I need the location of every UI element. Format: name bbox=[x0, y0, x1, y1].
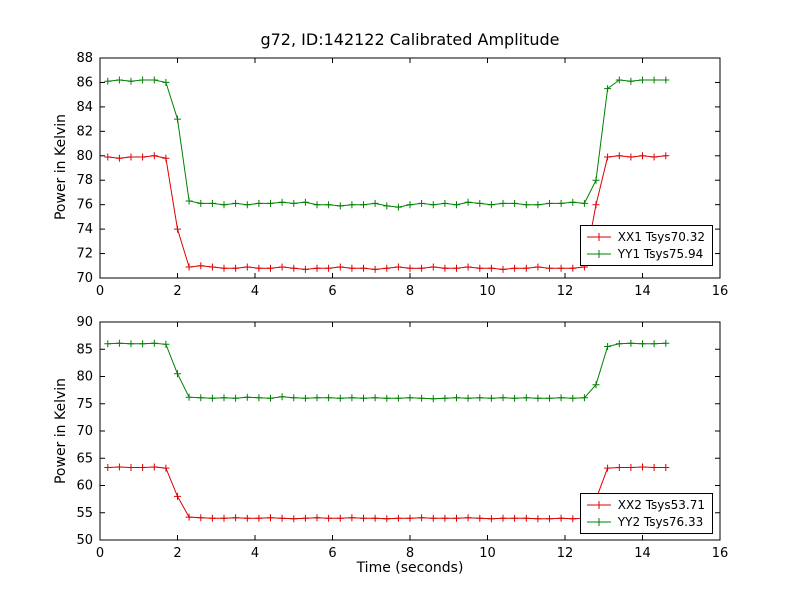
y-tick-label: 70 bbox=[76, 424, 93, 439]
x-tick-label: 16 bbox=[712, 546, 729, 561]
tick-labels: 0 2 4 6 8 10 12 14 16 50 55 60 65 70 75 80 85 90 bbox=[76, 315, 728, 561]
y-tick-label: 70 bbox=[76, 271, 93, 286]
legend-line-sample bbox=[586, 250, 611, 258]
legend-line-sample bbox=[586, 501, 611, 509]
y-tick-label: 75 bbox=[76, 397, 93, 412]
bottom-subplot: 0 2 4 6 8 10 12 14 16 50 55 60 65 70 75 80 85 90 bbox=[76, 315, 728, 561]
axis-ticks bbox=[99, 57, 721, 279]
axis-ticks bbox=[99, 321, 721, 541]
x-tick-label: 0 bbox=[96, 546, 104, 561]
x-tick-label: 4 bbox=[251, 546, 259, 561]
legend-entry: YY2 Tsys76.33 bbox=[586, 515, 705, 529]
y-tick-label: 65 bbox=[76, 451, 93, 466]
y-tick-label: 80 bbox=[76, 149, 93, 164]
legend-line-sample bbox=[586, 233, 611, 241]
x-tick-label: 12 bbox=[557, 284, 574, 299]
x-tick-label: 10 bbox=[479, 284, 496, 299]
x-tick-label: 6 bbox=[328, 284, 336, 299]
y-tick-label: 74 bbox=[76, 222, 93, 237]
legend-top: XX1 Tsys70.32 YY1 Tsys75.94 bbox=[579, 225, 713, 266]
legend-label: YY2 Tsys76.33 bbox=[617, 515, 704, 529]
legend-entry: YY1 Tsys75.94 bbox=[586, 247, 705, 261]
series-line bbox=[107, 79, 666, 208]
x-tick-label: 4 bbox=[251, 284, 259, 299]
x-tick-label: 14 bbox=[634, 546, 651, 561]
tick-labels: 0 2 4 6 8 10 12 14 16 70 72 74 76 78 80 82 84 86 88 bbox=[76, 51, 728, 299]
y-tick-label: 80 bbox=[76, 370, 93, 385]
x-tick-label: 2 bbox=[173, 284, 181, 299]
x-tick-label: 16 bbox=[712, 284, 729, 299]
y-tick-label: 60 bbox=[76, 479, 93, 494]
x-tick-label: 2 bbox=[173, 546, 181, 561]
series-markers bbox=[104, 76, 670, 211]
y-tick-label: 82 bbox=[76, 124, 93, 139]
legend-label: XX2 Tsys53.71 bbox=[617, 498, 705, 512]
series-markers bbox=[104, 152, 670, 273]
y-tick-label: 55 bbox=[76, 506, 93, 521]
y-tick-label: 90 bbox=[76, 315, 93, 330]
legend-entry: XX2 Tsys53.71 bbox=[586, 498, 705, 512]
legend-label: XX1 Tsys70.32 bbox=[617, 230, 705, 244]
series-line bbox=[107, 342, 666, 400]
x-tick-label: 8 bbox=[406, 546, 414, 561]
y-tick-label: 84 bbox=[76, 100, 93, 115]
top-subplot: 0 2 4 6 8 10 12 14 16 70 72 74 76 78 80 82 84 86 88 bbox=[76, 51, 728, 299]
legend-entry: XX1 Tsys70.32 bbox=[586, 230, 705, 244]
y-tick-label: 85 bbox=[76, 342, 93, 357]
series-markers bbox=[104, 463, 670, 523]
series-markers bbox=[104, 339, 670, 403]
legend-bottom: XX2 Tsys53.71 YY2 Tsys76.33 bbox=[579, 493, 713, 534]
x-tick-label: 6 bbox=[328, 546, 336, 561]
x-axis-label: Time (seconds) bbox=[356, 560, 464, 576]
x-tick-label: 10 bbox=[479, 546, 496, 561]
x-tick-label: 14 bbox=[634, 284, 651, 299]
legend-line-sample bbox=[586, 518, 611, 526]
y-tick-label: 78 bbox=[76, 173, 93, 188]
y-tick-label: 76 bbox=[76, 198, 93, 213]
y-tick-label: 88 bbox=[76, 51, 93, 66]
legend-label: YY1 Tsys75.94 bbox=[617, 247, 704, 261]
y-tick-label: 86 bbox=[76, 75, 93, 90]
x-tick-label: 8 bbox=[406, 284, 414, 299]
y-tick-label: 72 bbox=[76, 247, 93, 262]
y-tick-label: 50 bbox=[76, 533, 93, 548]
x-tick-label: 0 bbox=[96, 284, 104, 299]
chart-title: g72, ID:142122 Calibrated Amplitude bbox=[260, 30, 560, 49]
x-tick-label: 12 bbox=[557, 546, 574, 561]
